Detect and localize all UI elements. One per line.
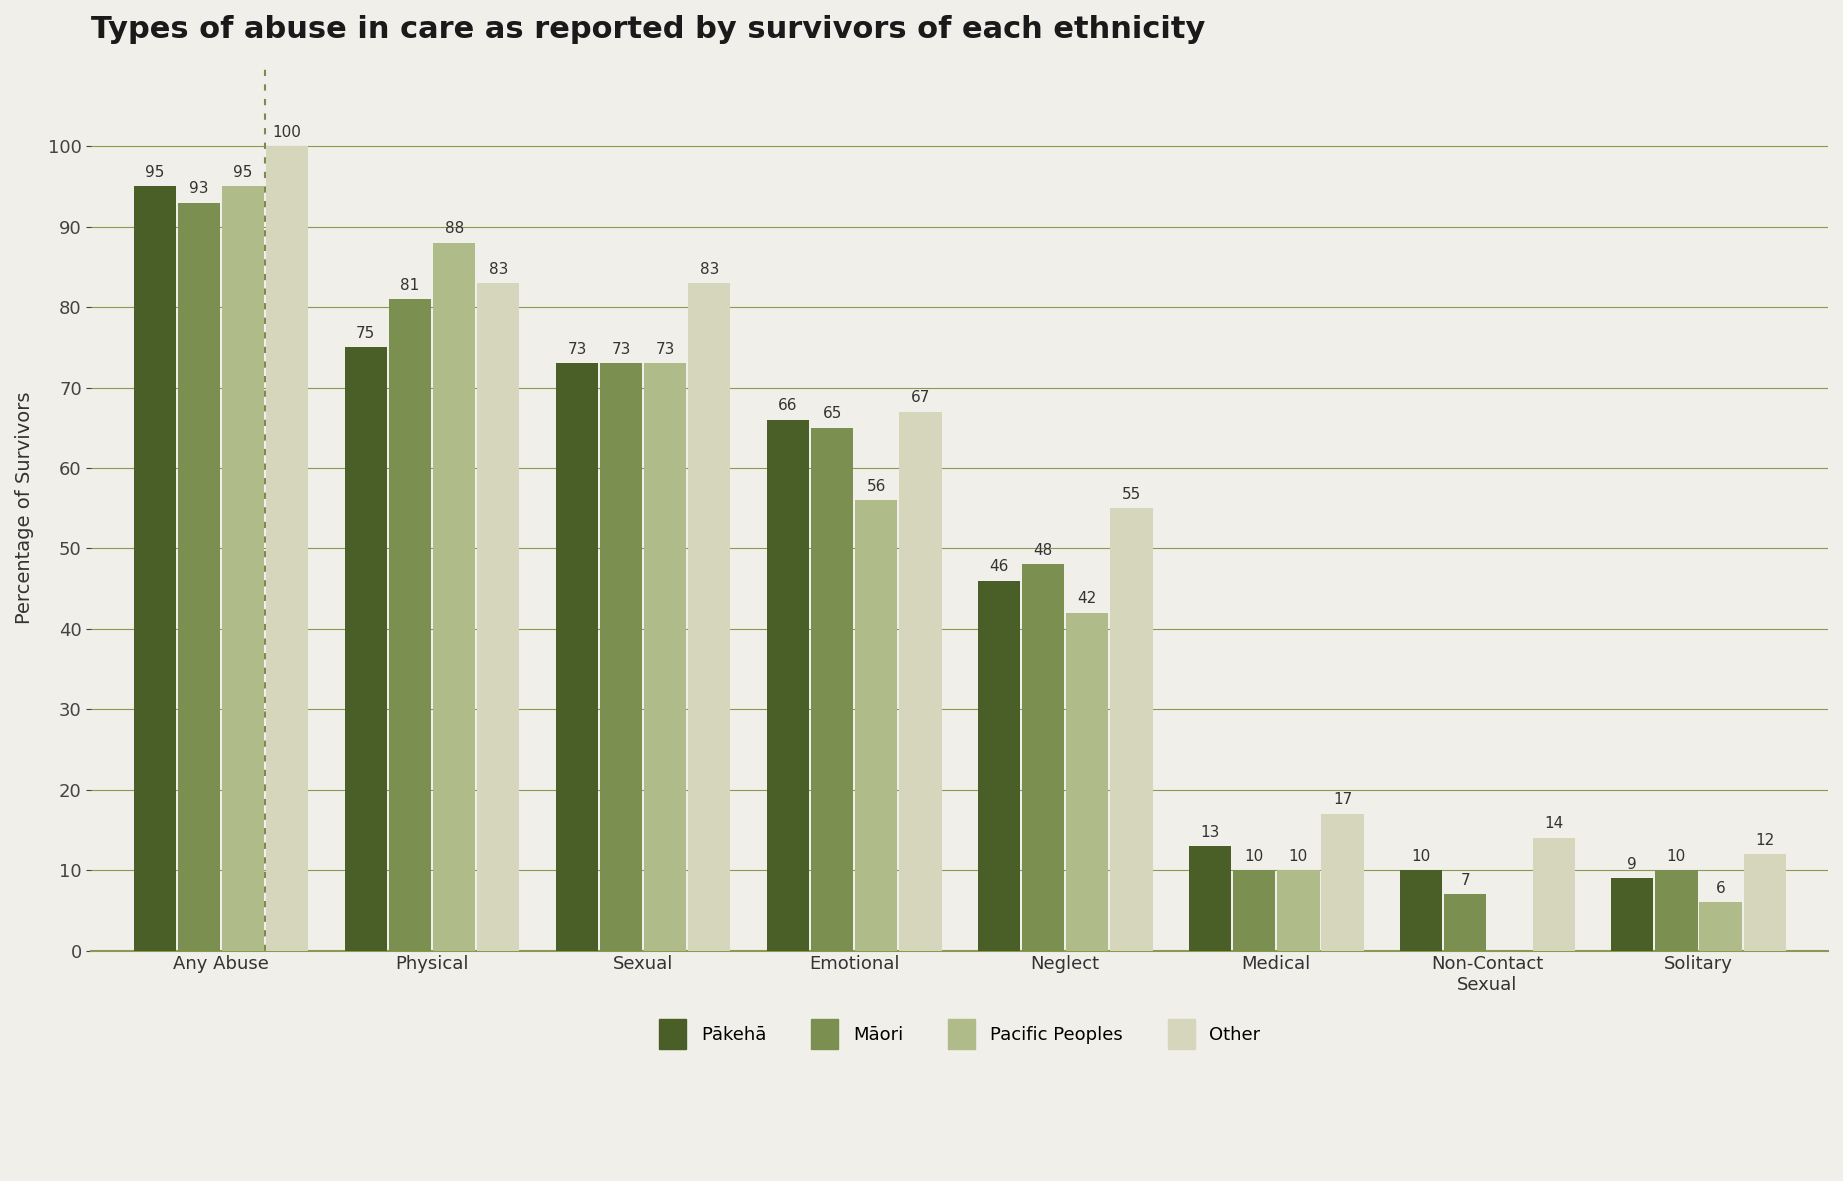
Y-axis label: Percentage of Survivors: Percentage of Survivors [15,392,33,625]
Bar [811,428,853,951]
Bar [221,187,264,951]
Bar [389,299,431,951]
Text: 10: 10 [1288,849,1309,863]
Bar [767,419,809,951]
Bar [433,243,475,951]
Bar [1233,870,1275,951]
Bar [1109,508,1152,951]
Text: 83: 83 [488,261,509,276]
Text: 14: 14 [1544,816,1563,831]
Bar [1401,870,1443,951]
Text: 100: 100 [273,125,302,139]
Text: 13: 13 [1200,824,1220,840]
Text: 73: 73 [656,342,675,357]
Bar [1023,565,1063,951]
Text: 42: 42 [1078,592,1097,606]
Text: 55: 55 [1122,487,1141,502]
Bar [643,364,686,951]
Text: 10: 10 [1666,849,1686,863]
Text: 10: 10 [1412,849,1430,863]
Text: 81: 81 [400,278,420,293]
Text: 48: 48 [1034,543,1052,557]
Text: 7: 7 [1460,873,1471,888]
Text: 46: 46 [990,559,1008,574]
Bar [1611,879,1653,951]
Bar [345,347,387,951]
Bar [899,412,942,951]
Bar [1445,894,1487,951]
Bar [1277,870,1320,951]
Text: 88: 88 [444,221,464,236]
Bar [1533,837,1574,951]
Bar [1655,870,1697,951]
Bar [1067,613,1108,951]
Text: 56: 56 [866,478,886,494]
Bar [135,187,175,951]
Text: 93: 93 [190,181,208,196]
Text: 95: 95 [234,165,252,180]
Text: Types of abuse in care as reported by survivors of each ethnicity: Types of abuse in care as reported by su… [92,15,1205,44]
Text: 12: 12 [1755,833,1775,848]
Text: 83: 83 [700,261,719,276]
Text: 10: 10 [1244,849,1264,863]
Bar [979,581,1021,951]
Bar [1189,846,1231,951]
Text: 73: 73 [568,342,586,357]
Legend: Pākehā, Māori, Pacific Peoples, Other: Pākehā, Māori, Pacific Peoples, Other [652,1012,1268,1057]
Text: 65: 65 [822,406,842,422]
Text: 95: 95 [146,165,164,180]
Text: 75: 75 [356,326,376,341]
Text: 67: 67 [910,390,931,405]
Bar [1699,902,1742,951]
Bar [687,283,730,951]
Bar [477,283,520,951]
Bar [855,500,898,951]
Bar [265,146,308,951]
Bar [1321,814,1364,951]
Text: 6: 6 [1716,881,1725,896]
Bar [177,202,219,951]
Text: 66: 66 [778,398,798,413]
Text: 17: 17 [1332,792,1353,808]
Bar [557,364,597,951]
Text: 73: 73 [612,342,630,357]
Bar [601,364,641,951]
Text: 9: 9 [1627,856,1637,872]
Bar [1743,854,1786,951]
